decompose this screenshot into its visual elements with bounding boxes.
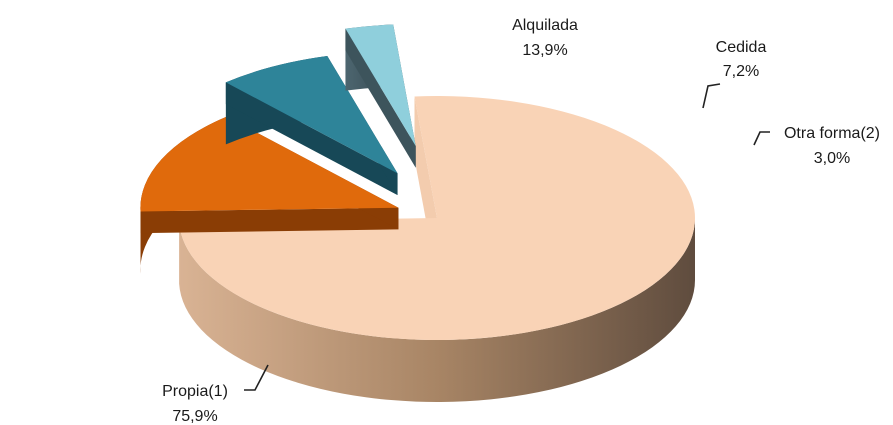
label-propia-name: Propia(1) [162,383,228,400]
slice-cedida [225,56,398,196]
leader-line-propia [244,364,269,391]
slice-alquilada-edge [140,207,399,234]
leader-line-cedida [702,83,721,109]
label-alquilada-name: Alquilada [512,17,578,34]
label-propia-value: 75,9% [172,408,217,425]
leader-line-otra [753,131,770,146]
label-alquilada-value: 13,9% [522,42,567,59]
slice-cedida-top [225,56,398,174]
leader-lines [244,83,770,391]
slice-propia [179,96,696,403]
pie-slices [140,24,696,403]
slice-alquilada [140,116,399,274]
slice-otra-edge [345,28,416,168]
slice-otra [345,24,416,168]
slice-propia-top [179,96,696,340]
slice-alquilada-top [140,116,399,212]
label-cedida-name: Cedida [716,39,767,56]
slice-cedida-edge [225,82,398,196]
label-otra-name: Otra forma(2) [784,125,880,142]
label-cedida-value: 7,2% [723,63,759,80]
slice-otra-top [345,24,416,147]
slice-propia-side [179,218,696,403]
label-otra-value: 3,0% [814,150,850,167]
